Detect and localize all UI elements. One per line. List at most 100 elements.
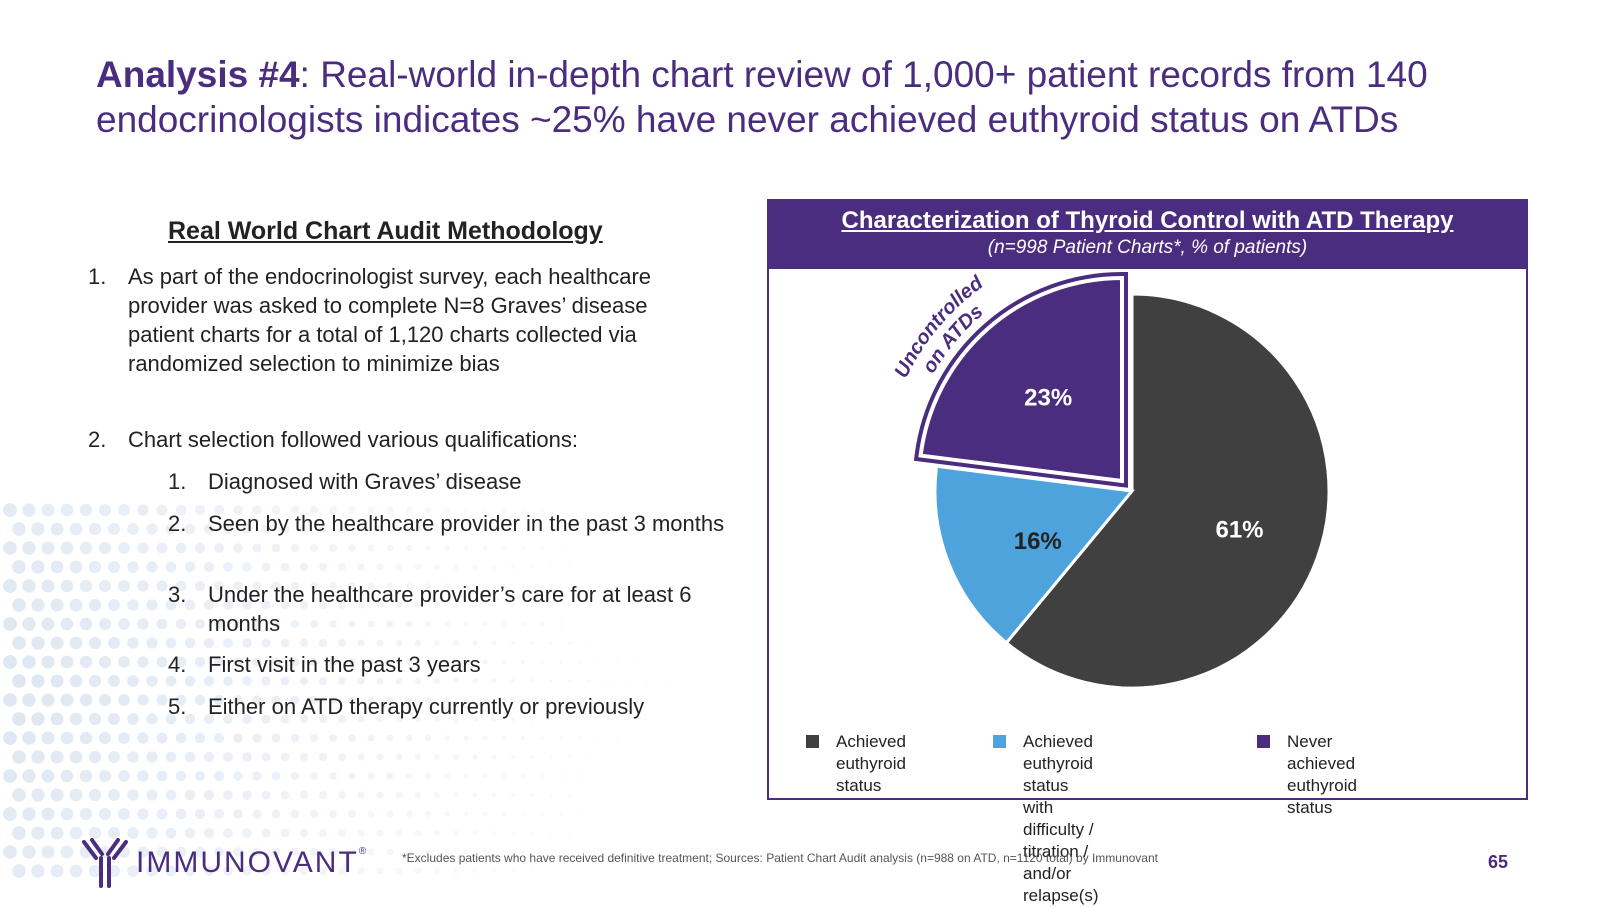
decorative-dot: [348, 620, 356, 628]
decorative-dot: [444, 659, 450, 665]
decorative-dot: [156, 542, 168, 554]
decorative-dot: [655, 737, 658, 740]
decorative-dot: [146, 599, 158, 611]
decorative-dot: [444, 583, 450, 589]
decorative-dot: [405, 772, 413, 780]
decorative-dot: [395, 601, 403, 609]
decorative-dot: [242, 562, 252, 572]
decorative-dot: [434, 526, 440, 532]
decorative-dot: [482, 659, 488, 665]
decorative-dot: [520, 811, 526, 817]
slide-title-rest: : Real-world in-depth chart review of 1,…: [96, 54, 1428, 140]
decorative-dot: [22, 769, 36, 783]
decorative-dot: [203, 751, 215, 763]
decorative-dot: [156, 846, 168, 858]
decorative-dot: [146, 561, 158, 573]
decorative-dot: [367, 848, 375, 856]
decorative-dot: [606, 755, 610, 759]
decorative-dot: [357, 867, 365, 875]
decorative-dot: [578, 584, 582, 588]
decorative-dot: [367, 582, 375, 590]
decorative-dot: [299, 866, 309, 876]
decorative-dot: [491, 640, 497, 646]
decorative-dot: [338, 867, 346, 875]
decorative-dot: [194, 694, 206, 706]
decorative-dot: [31, 788, 45, 802]
decorative-dot: [395, 829, 403, 837]
decorative-dot: [223, 600, 233, 610]
decorative-dot: [405, 696, 413, 704]
decorative-dot: [223, 714, 233, 724]
decorative-dot: [223, 524, 233, 534]
decorative-dot: [79, 541, 93, 555]
decorative-dot: [290, 771, 300, 781]
decorative-dot: [434, 716, 440, 722]
decorative-dot: [175, 808, 187, 820]
decorative-dot: [12, 750, 26, 764]
decorative-dot: [261, 600, 271, 610]
decorative-dot: [79, 769, 93, 783]
decorative-dot: [79, 731, 93, 745]
decorative-dot: [60, 503, 74, 517]
decorative-dot: [559, 698, 563, 702]
decorative-dot: [635, 698, 639, 702]
decorative-dot: [175, 732, 187, 744]
list-text: First visit in the past 3 years: [208, 652, 481, 677]
decorative-dot: [299, 638, 309, 648]
decorative-dot: [529, 868, 535, 874]
decorative-dot: [463, 545, 469, 551]
decorative-dot: [108, 751, 120, 763]
decorative-dot: [549, 831, 553, 835]
decorative-dot: [414, 829, 422, 837]
decorative-dot: [414, 791, 422, 799]
decorative-dot: [194, 504, 206, 516]
decorative-dot: [539, 545, 545, 551]
decorative-dot: [214, 733, 224, 743]
slide-title: Analysis #4: Real-world in-depth chart r…: [96, 52, 1556, 142]
decorative-dot: [290, 809, 300, 819]
decorative-dot: [118, 542, 130, 554]
decorative-dot: [41, 693, 55, 707]
decorative-dot: [184, 599, 196, 611]
decorative-dot: [491, 792, 497, 798]
decorative-dot: [3, 845, 17, 859]
decorative-dot: [578, 698, 582, 702]
decorative-dot: [444, 735, 450, 741]
legend-swatch: [1257, 735, 1270, 748]
list-number: 2.: [88, 427, 107, 452]
decorative-dot: [69, 712, 83, 726]
decorative-dot: [299, 790, 309, 800]
decorative-dot: [568, 831, 572, 835]
decorative-dot: [146, 713, 158, 725]
decorative-dot: [329, 582, 337, 590]
decorative-dot: [223, 638, 233, 648]
decorative-dot: [252, 543, 262, 553]
decorative-dot: [98, 655, 112, 669]
decorative-dot: [405, 544, 413, 552]
decorative-dot: [252, 505, 262, 515]
decorative-dot: [453, 716, 459, 722]
decorative-dot: [376, 867, 384, 875]
decorative-dot: [31, 712, 45, 726]
decorative-dot: [529, 716, 535, 722]
decorative-dot: [348, 848, 356, 856]
decorative-dot: [280, 562, 290, 572]
decorative-dot: [348, 696, 356, 704]
decorative-dot: [118, 694, 130, 706]
decorative-dot: [290, 619, 300, 629]
decorative-dot: [261, 562, 271, 572]
decorative-dot: [127, 599, 139, 611]
decorative-dot: [472, 754, 478, 760]
decorative-dot: [31, 864, 45, 878]
decorative-dot: [444, 811, 450, 817]
decorative-dot: [549, 793, 553, 797]
decorative-dot: [472, 716, 478, 722]
decorative-dot: [338, 563, 346, 571]
decorative-dot: [529, 640, 535, 646]
decorative-dot: [233, 847, 243, 857]
decorative-dot: [3, 731, 17, 745]
decorative-dot: [338, 677, 346, 685]
decorative-dot: [510, 640, 516, 646]
decorative-dot: [357, 715, 365, 723]
decorative-dot: [482, 773, 488, 779]
